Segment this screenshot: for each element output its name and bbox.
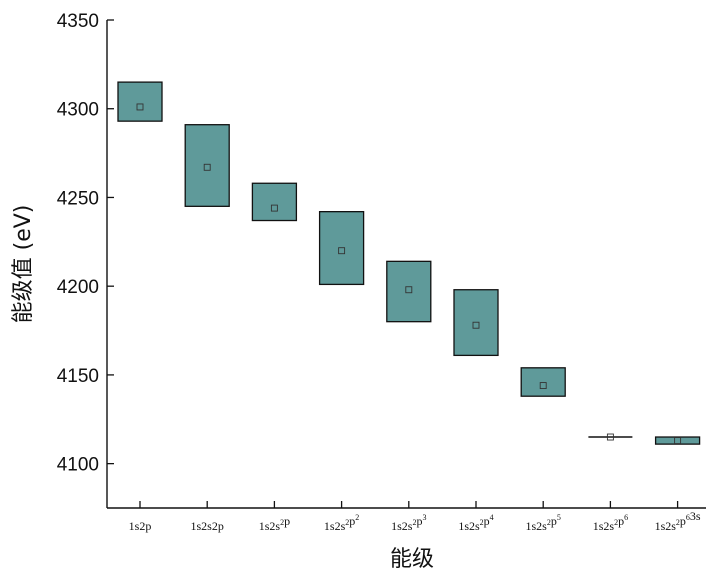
y-tick-label: 4100 — [57, 455, 99, 476]
box — [386, 260, 432, 323]
mean-marker — [606, 433, 614, 441]
y-axis-title: 能级值 (eV) — [11, 205, 36, 324]
mean-marker — [203, 163, 211, 171]
x-tick-label: 1s2s2p63s — [655, 509, 701, 533]
box — [117, 81, 163, 122]
x-tick-label: 1s2s2p — [259, 514, 290, 533]
mean-marker — [136, 103, 144, 111]
box — [654, 436, 701, 445]
y-tick-label: 4250 — [57, 188, 99, 209]
mean-marker — [270, 204, 278, 212]
x-axis-ticks: 1s2p 1s2s2p 1s2s2p 1s2s2p2 1s2s2p3 1s2s2p4 1s2… — [129, 501, 701, 533]
mean-marker — [405, 286, 413, 294]
box — [251, 182, 298, 222]
x-tick-label: 1s2s2p4 — [458, 513, 493, 533]
x-tick-label: 1s2s2p5 — [526, 513, 561, 533]
mean-marker — [674, 437, 682, 445]
x-tick-label: 1s2s2p3 — [391, 513, 426, 533]
y-axis-ticks: 4100 4150 4200 4250 4300 4350 — [57, 11, 114, 476]
x-axis-title: 能级 — [390, 547, 434, 572]
x-tick-label: 1s2p — [129, 519, 152, 533]
box — [520, 367, 566, 397]
mean-marker — [539, 382, 547, 390]
x-tick-label: 1s2s2p6 — [593, 513, 628, 533]
x-tick-label: 1s2s2p2 — [324, 513, 359, 533]
x-tick-label: 1s2s2p — [191, 519, 224, 533]
y-tick-label: 4150 — [57, 366, 99, 387]
mean-marker — [338, 247, 346, 255]
boxes — [117, 81, 701, 445]
box — [184, 124, 230, 207]
y-tick-label: 4200 — [57, 277, 99, 298]
y-tick-label: 4300 — [57, 100, 99, 121]
y-tick-label: 4350 — [57, 11, 99, 32]
mean-marker — [472, 321, 480, 329]
